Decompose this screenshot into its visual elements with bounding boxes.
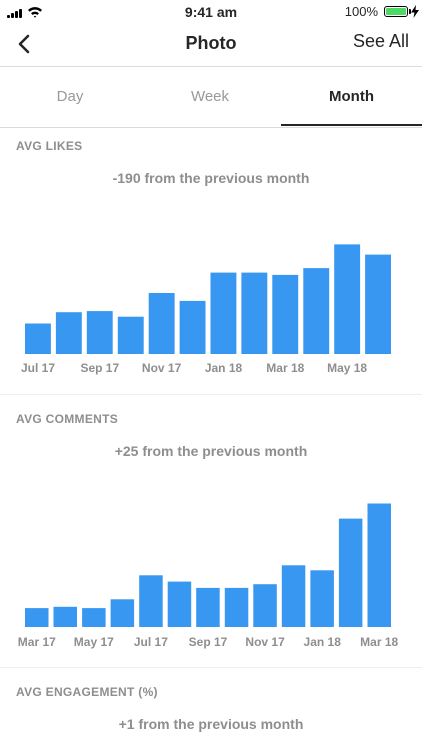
- x-tick-label: Sep 17: [189, 635, 228, 649]
- active-tab-indicator: [281, 124, 422, 126]
- bar-jun-17: [110, 599, 135, 627]
- bar-jul-17: [139, 575, 163, 627]
- bar-mar-17: [25, 608, 49, 627]
- bar-dec-17: [179, 300, 206, 354]
- x-tick-label: Mar 17: [18, 635, 56, 649]
- bar-jan-18: [310, 570, 334, 627]
- avg-comments-chart: Mar 17 May 17 Jul 17 Sep 17 Nov 17 Jan 18 Mar …: [0, 490, 422, 655]
- x-tick-label: Sep 17: [80, 361, 119, 375]
- bar-feb-18: [241, 272, 268, 354]
- bar-dec-17: [281, 565, 306, 627]
- bar-jun-18: [365, 254, 391, 354]
- see-all-button[interactable]: See All: [352, 31, 409, 51]
- x-tick-label: Nov 17: [142, 361, 182, 375]
- period-tabs: Day Week Month: [0, 67, 422, 128]
- section-subtitle-avg-engagement: +1 from the previous month: [118, 716, 304, 732]
- bar-nov-17: [148, 293, 175, 354]
- x-tick-label: Jan 18: [205, 361, 243, 375]
- cellular-signal-icon: [7, 8, 25, 18]
- status-time: 9:41 am: [184, 4, 238, 20]
- x-tick-label: Jul 17: [21, 361, 55, 375]
- x-tick-label: Mar 18: [266, 361, 304, 375]
- x-tick-label: Jul 17: [134, 635, 168, 649]
- x-tick-label: Jan 18: [304, 635, 342, 649]
- bar-jul-17: [25, 323, 51, 354]
- bar-mar-18: [272, 274, 299, 354]
- section-title-avg-comments: AVG COMMENTS: [16, 412, 119, 426]
- section-title-avg-likes: AVG LIKES: [16, 139, 83, 153]
- bar-aug-17: [167, 581, 192, 627]
- bar-oct-17: [224, 587, 249, 627]
- section-divider: [0, 667, 422, 668]
- wifi-icon: [28, 7, 42, 18]
- tab-month[interactable]: Month: [329, 88, 374, 105]
- x-tick-label: May 18: [327, 361, 367, 375]
- tab-day[interactable]: Day: [56, 88, 84, 105]
- battery-tip: [409, 9, 411, 14]
- bar-may-17: [82, 608, 106, 627]
- bar-feb-18: [338, 518, 363, 627]
- section-subtitle-avg-comments: +25 from the previous month: [114, 443, 308, 459]
- bar-apr-17: [53, 606, 77, 627]
- navigation-bar: Photo See All: [0, 24, 422, 67]
- charging-bolt-icon: [411, 5, 419, 18]
- x-tick-label: Nov 17: [245, 635, 285, 649]
- section-title-avg-engagement: AVG ENGAGEMENT (%): [16, 685, 158, 699]
- bar-oct-17: [117, 316, 144, 354]
- battery-icon: [384, 6, 408, 17]
- x-tick-label: Mar 18: [360, 635, 398, 649]
- bar-may-18: [334, 244, 361, 354]
- avg-likes-bar-chart: Jul 17 Sep 17 Nov 17 Jan 18 Mar 18 May 18: [21, 244, 391, 375]
- status-bar: 9:41 am 100%: [0, 0, 422, 24]
- x-tick-label: May 17: [74, 635, 114, 649]
- bar-mar-18: [367, 503, 391, 627]
- back-chevron-icon[interactable]: [14, 33, 34, 55]
- bar-sep-17: [86, 311, 113, 354]
- avg-likes-chart: Jul 17 Sep 17 Nov 17 Jan 18 Mar 18 May 18: [0, 220, 422, 380]
- bar-jan-18: [210, 272, 237, 354]
- avg-comments-bar-chart: Mar 17 May 17 Jul 17 Sep 17 Nov 17 Jan 18 Mar …: [18, 503, 399, 649]
- bar-sep-17: [196, 587, 220, 627]
- bar-apr-18: [303, 268, 330, 354]
- section-subtitle-avg-likes: -190 from the previous month: [112, 170, 310, 186]
- section-divider: [0, 394, 422, 395]
- battery-percent: 100%: [344, 4, 378, 19]
- tab-week[interactable]: Week: [190, 88, 230, 105]
- bar-aug-17: [55, 312, 82, 354]
- bar-nov-17: [253, 584, 277, 627]
- page-title: Photo: [185, 33, 237, 53]
